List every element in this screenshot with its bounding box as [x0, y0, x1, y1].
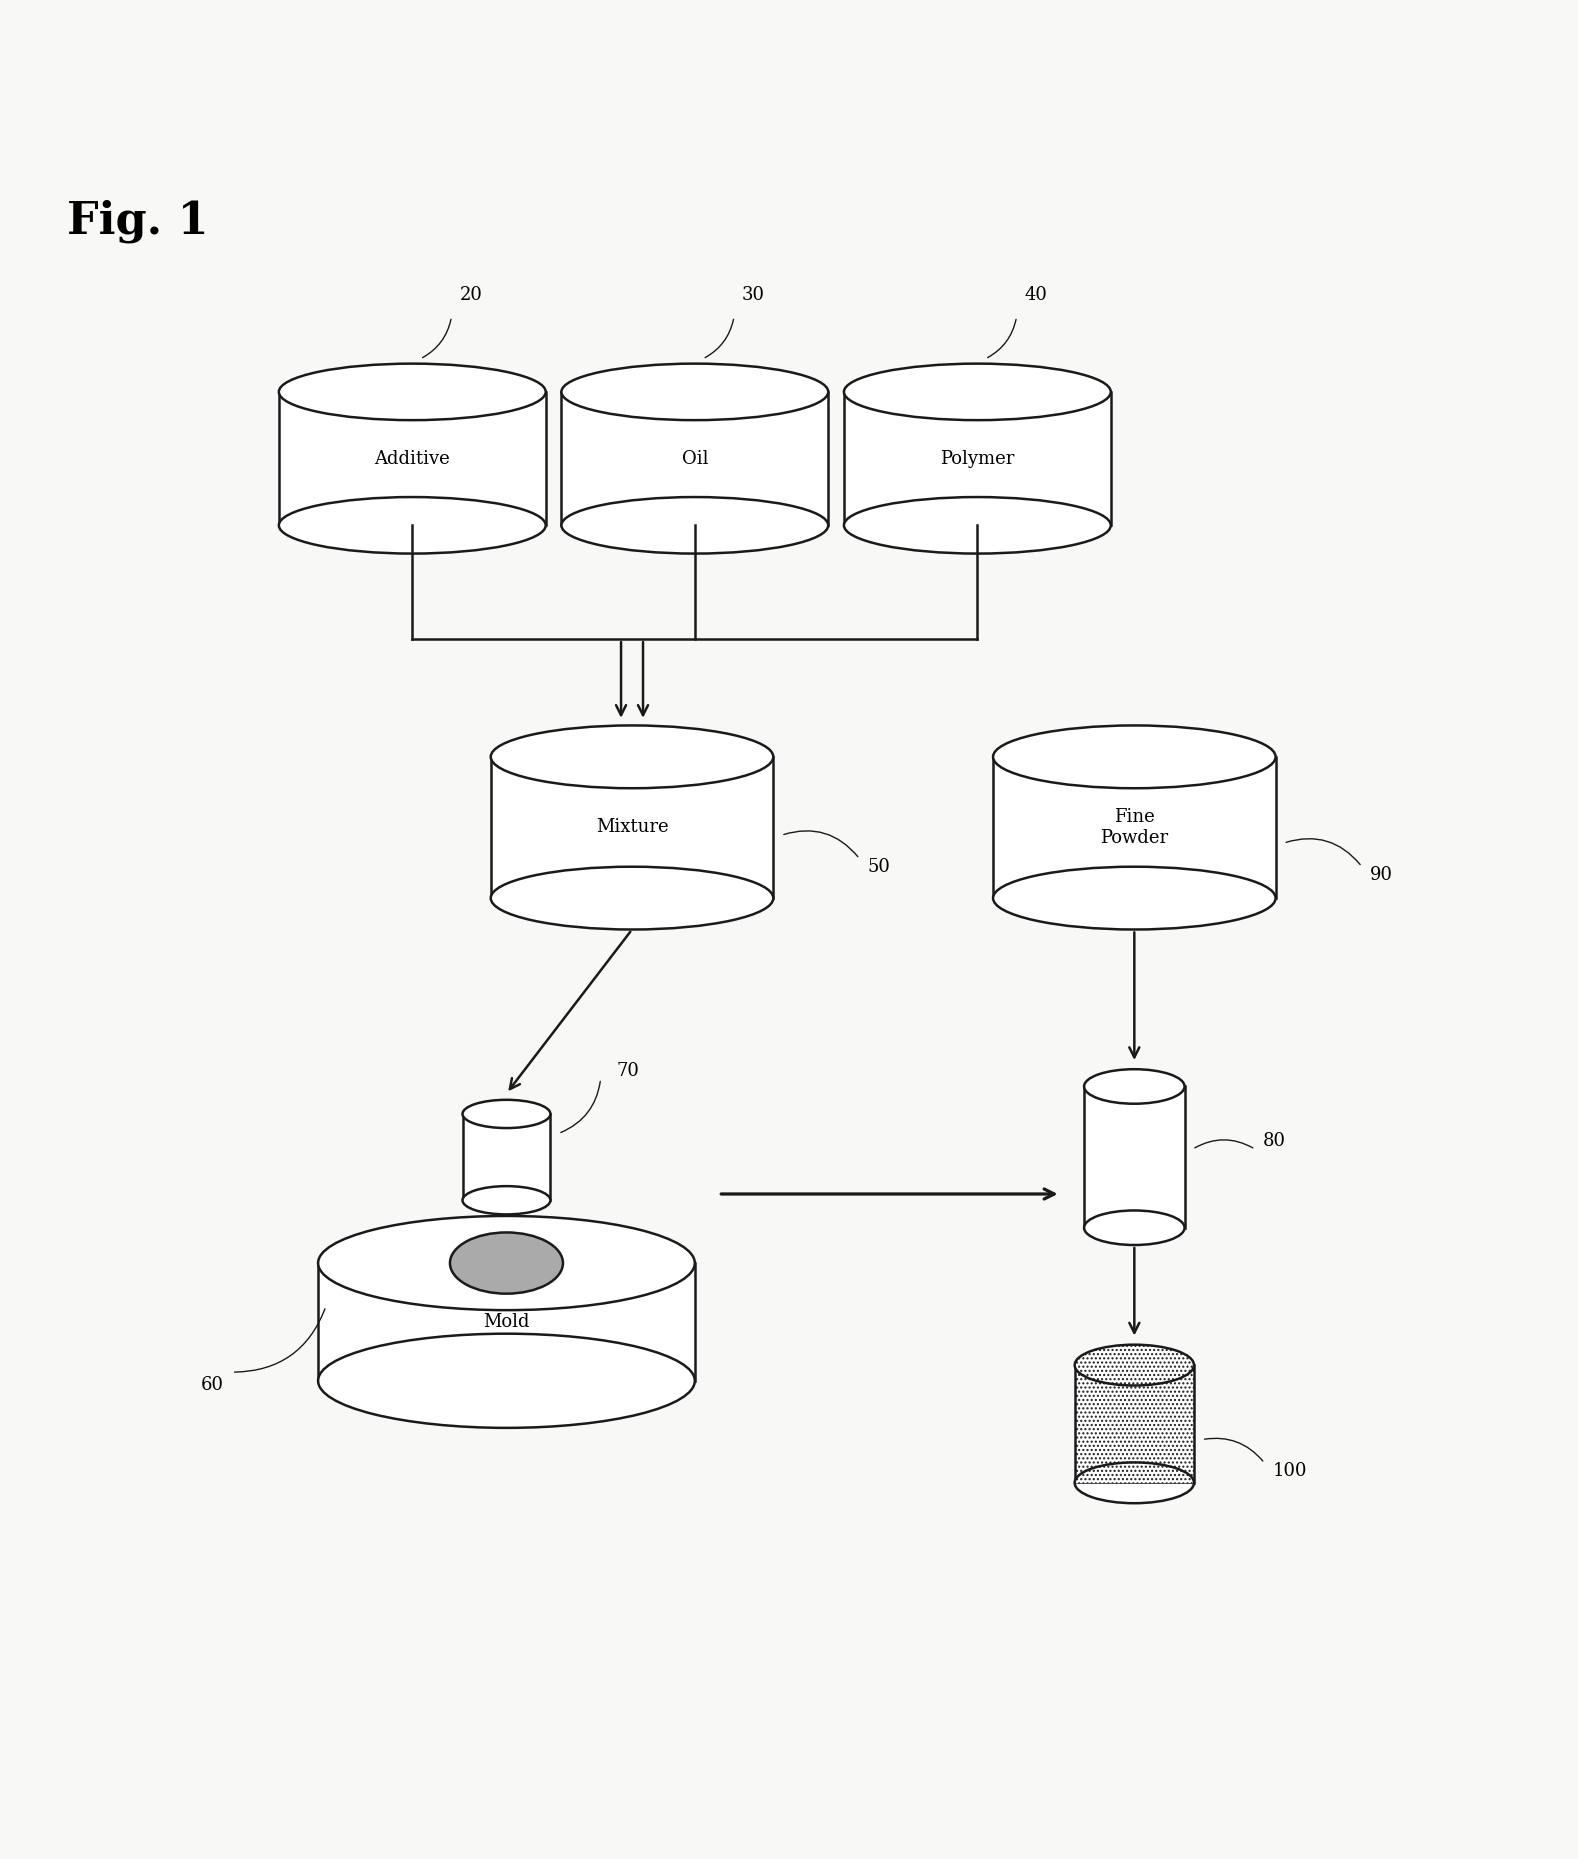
- Polygon shape: [993, 757, 1275, 898]
- Ellipse shape: [279, 496, 546, 554]
- Polygon shape: [1075, 1365, 1195, 1483]
- Ellipse shape: [993, 866, 1275, 930]
- Polygon shape: [491, 757, 773, 898]
- Polygon shape: [844, 392, 1111, 526]
- Text: Mixture: Mixture: [596, 818, 669, 837]
- Ellipse shape: [462, 1186, 551, 1214]
- Text: 50: 50: [868, 857, 890, 876]
- Text: 40: 40: [1024, 286, 1048, 305]
- Text: Fig. 1: Fig. 1: [66, 199, 208, 244]
- Ellipse shape: [1075, 1344, 1195, 1385]
- Ellipse shape: [462, 1101, 551, 1128]
- Polygon shape: [319, 1262, 694, 1381]
- Text: 80: 80: [1262, 1132, 1286, 1151]
- Ellipse shape: [319, 1333, 694, 1428]
- Text: 60: 60: [200, 1376, 224, 1394]
- Ellipse shape: [1084, 1210, 1185, 1246]
- Text: 90: 90: [1370, 866, 1393, 883]
- Polygon shape: [462, 1114, 551, 1201]
- Polygon shape: [562, 392, 828, 526]
- Text: Additive: Additive: [374, 450, 450, 468]
- Text: Polymer: Polymer: [940, 450, 1015, 468]
- Ellipse shape: [1075, 1463, 1195, 1504]
- Text: 20: 20: [459, 286, 483, 305]
- Ellipse shape: [562, 496, 828, 554]
- Ellipse shape: [319, 1216, 694, 1311]
- Text: 100: 100: [1272, 1461, 1307, 1480]
- Ellipse shape: [491, 866, 773, 930]
- Ellipse shape: [844, 496, 1111, 554]
- Ellipse shape: [1084, 1069, 1185, 1104]
- Text: Oil: Oil: [682, 450, 709, 468]
- Ellipse shape: [450, 1233, 563, 1294]
- Ellipse shape: [491, 725, 773, 788]
- Polygon shape: [1084, 1086, 1185, 1227]
- Ellipse shape: [993, 725, 1275, 788]
- Text: 70: 70: [617, 1061, 639, 1080]
- Polygon shape: [279, 392, 546, 526]
- Ellipse shape: [562, 364, 828, 420]
- Ellipse shape: [844, 364, 1111, 420]
- Ellipse shape: [279, 364, 546, 420]
- Text: Fine
Powder: Fine Powder: [1100, 809, 1168, 848]
- Text: 30: 30: [742, 286, 765, 305]
- Text: Mold: Mold: [483, 1312, 530, 1331]
